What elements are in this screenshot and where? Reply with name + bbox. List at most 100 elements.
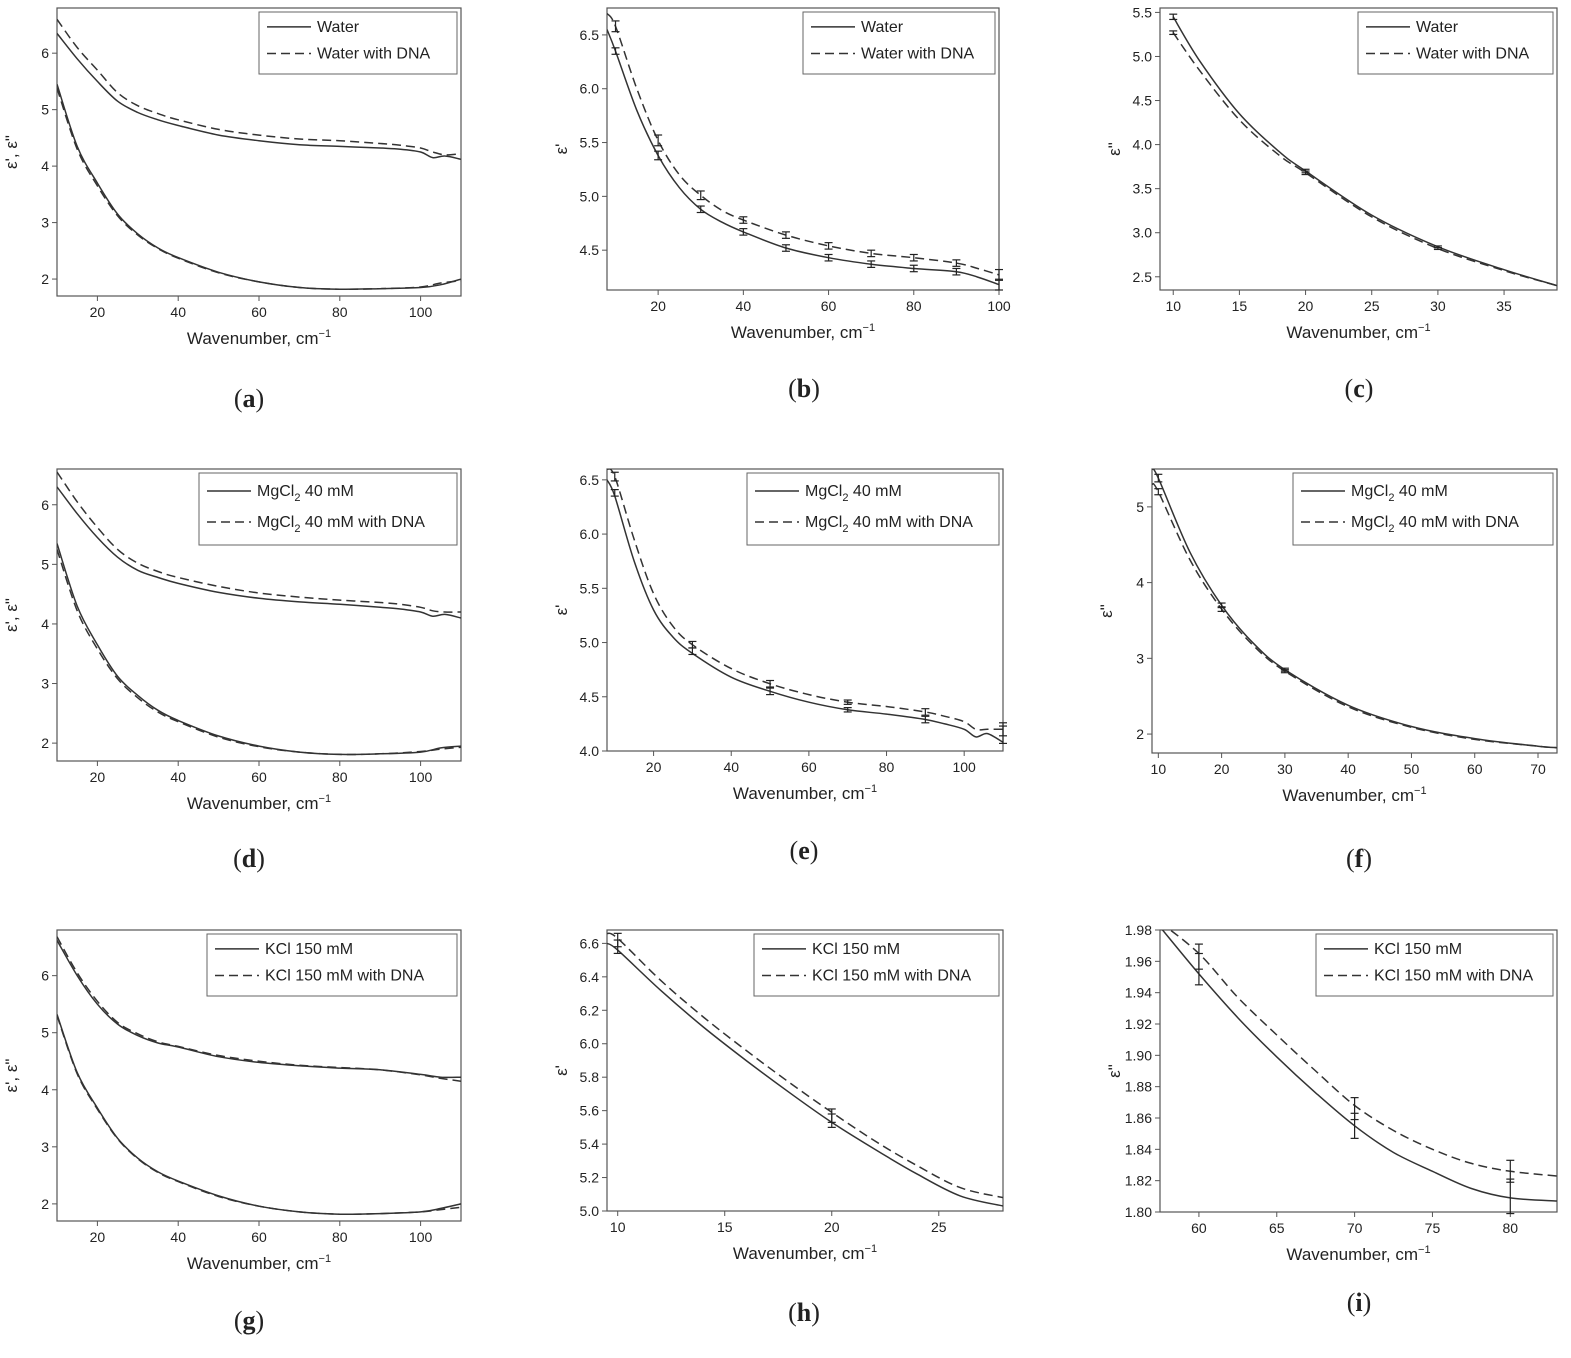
error-bar <box>843 699 852 705</box>
panel-label: (h) <box>788 1298 820 1327</box>
series-line <box>57 32 461 161</box>
panel-label: (b) <box>788 374 820 403</box>
error-bar <box>1280 669 1289 674</box>
legend-label: Water with DNA <box>861 46 975 63</box>
y-tick-label: 6.5 <box>580 472 600 488</box>
y-tick-label: 3.0 <box>1133 225 1153 241</box>
x-tick-label: 40 <box>170 304 186 320</box>
y-tick-label: 1.86 <box>1125 1110 1152 1126</box>
x-tick-label: 20 <box>90 769 106 785</box>
plot-frame <box>1159 7 1558 291</box>
x-tick-label: 35 <box>1496 298 1512 314</box>
legend: KCl 150 mM KCl 150 mM with DNA <box>206 933 458 997</box>
x-tick-label: 40 <box>1340 761 1356 777</box>
y-tick-label: 1.94 <box>1125 985 1152 1001</box>
x-tick-label: 100 <box>409 304 433 320</box>
error-bar <box>611 20 620 33</box>
x-tick-label: 40 <box>170 1229 186 1245</box>
x-tick-label: 40 <box>170 769 186 785</box>
x-axis-label-text: Wavenumber, cm <box>1282 786 1414 805</box>
panel-label-letter: d <box>242 844 257 873</box>
error-bar <box>1433 247 1442 251</box>
legend-label: Water with DNA <box>1416 46 1530 63</box>
legend: Water Water with DNA <box>258 11 458 75</box>
legend-box <box>753 933 1000 997</box>
x-tick-label: 60 <box>251 1229 267 1245</box>
error-bar <box>1217 606 1226 612</box>
x-tick-label: 80 <box>332 304 348 320</box>
x-tick-label: 60 <box>1467 761 1483 777</box>
x-tick-label: 80 <box>332 1229 348 1245</box>
x-axis-label-exponent: −1 <box>1418 1244 1431 1256</box>
panel-label: (c) <box>1345 374 1374 403</box>
y-tick-label: 6 <box>41 45 49 61</box>
x-tick-label: 100 <box>952 759 976 775</box>
y-tick-label: 5.0 <box>580 1203 600 1219</box>
y-tick-label: 5.0 <box>580 635 600 651</box>
plot-frame <box>606 468 1004 752</box>
y-axis-label: ε', ε" <box>2 598 21 632</box>
panel-label: (g) <box>234 1306 264 1335</box>
legend-box <box>746 472 1000 546</box>
legend-label: MgCl2 40 mM with DNA <box>1351 514 1519 535</box>
series-line <box>607 469 1003 731</box>
legend-box <box>1292 472 1554 546</box>
error-bar <box>1506 1159 1515 1183</box>
y-tick-label: 3 <box>1136 650 1144 666</box>
error-bar <box>1506 1178 1515 1215</box>
x-tick-label: 70 <box>1530 761 1546 777</box>
x-axis-label: Wavenumber, cm−1 <box>187 328 331 348</box>
series-line <box>57 87 461 290</box>
error-bar <box>781 244 790 252</box>
error-bar <box>1154 473 1163 483</box>
error-bar <box>766 687 775 696</box>
panel-label-letter: f <box>1355 844 1364 873</box>
y-tick-label: 5.8 <box>580 1069 600 1085</box>
x-tick-label: 70 <box>1347 1220 1363 1236</box>
x-axis-label: Wavenumber, cm−1 <box>731 322 875 342</box>
plot-series-group <box>57 18 461 290</box>
x-axis-label: Wavenumber, cm−1 <box>187 1253 331 1273</box>
x-tick-label: 100 <box>987 298 1011 314</box>
panel-label-letter: g <box>243 1306 256 1335</box>
panel-label: (e) <box>790 836 819 865</box>
series-line <box>57 543 461 756</box>
legend-box <box>198 472 458 546</box>
y-tick-label: 4.5 <box>580 242 600 258</box>
y-tick-label: 6 <box>41 968 49 984</box>
error-bar <box>867 260 876 268</box>
y-tick-label: 6.6 <box>580 935 600 951</box>
chart-h: 10 15 20 25 5.0 5.2 5.4 5.6 5.8 6.0 6.2 6.4 6.6 Waven… <box>552 929 1004 1263</box>
y-axis-label: ε" <box>1097 604 1116 618</box>
x-tick-label: 60 <box>821 298 837 314</box>
y-tick-label: 4.0 <box>580 743 600 759</box>
series-line <box>57 486 461 619</box>
error-bar <box>766 679 775 688</box>
error-bar <box>824 253 833 262</box>
y-tick-label: 5.6 <box>580 1103 600 1119</box>
legend-label: KCl 150 mM <box>812 941 900 958</box>
x-axis-label: Wavenumber, cm−1 <box>733 1243 877 1263</box>
error-bar <box>843 707 852 713</box>
panel-label: (f) <box>1346 844 1372 873</box>
legend-box <box>1315 933 1554 997</box>
y-tick-label: 1.98 <box>1125 922 1152 938</box>
y-tick-label: 1.84 <box>1125 1141 1152 1157</box>
x-axis-label-exponent: −1 <box>1414 785 1427 797</box>
x-tick-label: 40 <box>736 298 752 314</box>
y-tick-label: 6.2 <box>580 1002 600 1018</box>
x-tick-label: 20 <box>650 298 666 314</box>
chart-i: 60 65 70 75 80 1.80 1.82 1.84 1.86 1.88 1.90 1.92 1.… <box>1105 922 1558 1264</box>
y-axis-label: ε' <box>552 605 571 616</box>
y-axis-label: ε" <box>1105 1064 1124 1078</box>
y-tick-label: 5.0 <box>580 188 600 204</box>
x-axis-label-text: Wavenumber, cm <box>1286 323 1418 342</box>
x-tick-label: 20 <box>1298 298 1314 314</box>
x-tick-label: 60 <box>251 304 267 320</box>
error-bar <box>610 471 619 482</box>
legend-label: MgCl2 40 mM <box>805 483 902 504</box>
x-tick-label: 10 <box>610 1219 626 1235</box>
y-tick-label: 4 <box>41 158 49 174</box>
legend-label: Water <box>1416 19 1459 36</box>
